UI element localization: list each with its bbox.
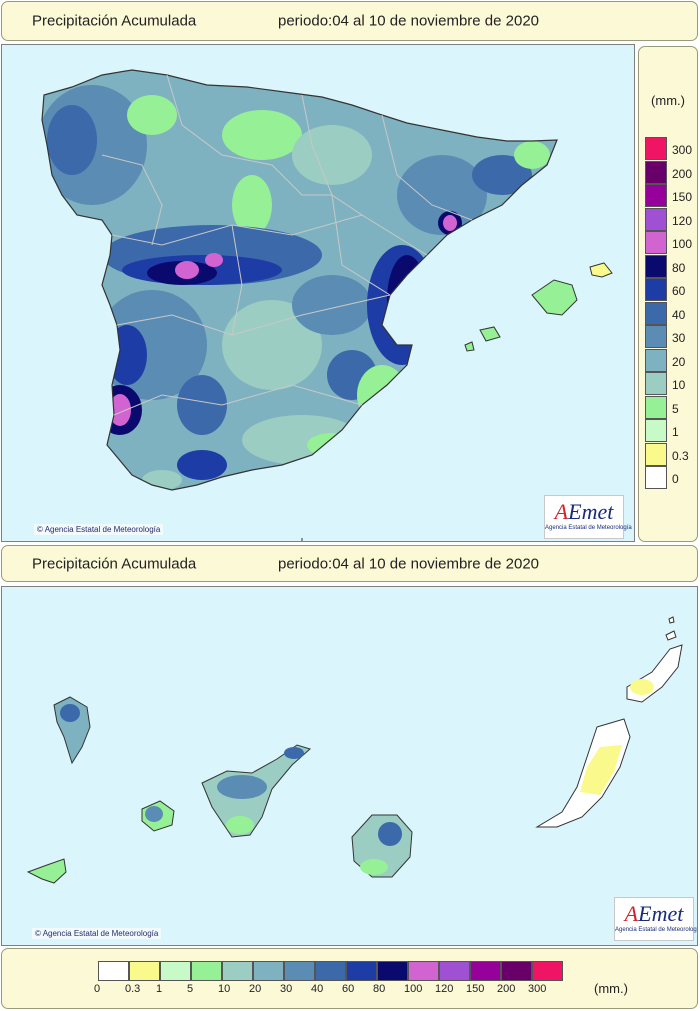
legend-swatch <box>439 961 470 981</box>
legend-swatch <box>160 961 191 981</box>
map-title: Precipitación Acumulada <box>32 12 197 30</box>
aemet-logo: AEmet Agencia Estatal de Meteorología <box>544 495 632 539</box>
legend-label: 300 <box>528 983 547 995</box>
legend-label: 1 <box>156 983 163 995</box>
legend-swatch <box>645 184 667 207</box>
legend-label: 40 <box>311 983 324 995</box>
legend-swatch <box>191 961 222 981</box>
legend-swatch <box>532 961 563 981</box>
legend-label: 100 <box>404 983 423 995</box>
legend-label: 300 <box>672 143 693 157</box>
legend-label: 200 <box>672 166 693 181</box>
legend-label: 120 <box>435 983 454 995</box>
legend-label: 0.3 <box>672 448 689 463</box>
legend-swatch <box>645 372 667 395</box>
copyright-icon: © <box>37 525 43 534</box>
legend-swatch <box>645 231 667 254</box>
side-legend: (mm.) 300 200 150 120 100 80 60 40 30 20 10 5 1 0.3 0 <box>638 46 698 542</box>
legend-swatch <box>645 419 667 442</box>
canary-map: © Agencia Estatal de Meteorología AEmet … <box>1 586 698 946</box>
legend-label: 10 <box>672 378 686 392</box>
legend-label: 1 <box>672 425 679 439</box>
legend-swatch <box>645 466 667 489</box>
canary-period-label: periodo:04 al 10 de noviembre de 2020 <box>278 555 540 572</box>
canary-map-title: Precipitación Acumulada <box>32 555 197 572</box>
legend-label: 100 <box>672 237 693 251</box>
legend-swatch <box>377 961 408 981</box>
legend-swatch <box>645 442 667 466</box>
legend-swatch <box>645 254 667 278</box>
legend-label: 120 <box>672 213 693 228</box>
legend-swatch <box>346 961 377 981</box>
legend-label: 150 <box>672 190 693 204</box>
legend-label: 20 <box>672 354 686 369</box>
region-boundaries <box>101 74 473 416</box>
legend-swatch <box>645 207 667 231</box>
legend-swatch <box>645 278 667 301</box>
legend-label: 5 <box>672 401 679 416</box>
legend-swatch <box>222 961 253 981</box>
legend-swatch <box>470 961 501 981</box>
canary-precip-svg <box>26 616 683 884</box>
legend-label: 80 <box>672 260 686 275</box>
legend-label: 20 <box>249 983 262 995</box>
canary-credit-text: © Agencia Estatal de Meteorología <box>32 928 162 939</box>
legend-label: 0.3 <box>125 983 141 995</box>
unit-label: (mm.) <box>651 93 685 108</box>
bottom-legend: 0 0.3 1 5 10 20 30 40 60 80 100 120 150 200 300 (mm.) <box>1 948 698 1009</box>
legend-label: 80 <box>373 983 386 995</box>
legend-swatch <box>253 961 284 981</box>
legend-swatch <box>284 961 315 981</box>
top-title-bar: Precipitación Acumulada periodo:04 al 10… <box>1 1 698 41</box>
period-label: periodo:04 al 10 de noviembre de 2020 <box>278 12 540 30</box>
bottom-unit-label: (mm.) <box>594 981 628 996</box>
legend-label: 40 <box>672 307 686 322</box>
peninsula-precip-svg <box>41 69 613 541</box>
legend-swatch <box>501 961 532 981</box>
legend-swatch <box>315 961 346 981</box>
canary-title-bar: Precipitación Acumulada periodo:04 al 10… <box>1 545 698 582</box>
copyright-icon: © <box>35 929 41 938</box>
legend-swatch <box>98 961 129 981</box>
legend-label: 60 <box>342 983 355 995</box>
legend-swatch <box>408 961 439 981</box>
legend-swatch <box>645 348 667 372</box>
legend-label: 30 <box>672 331 686 345</box>
legend-label: 200 <box>497 983 516 995</box>
legend-swatch <box>645 395 667 419</box>
legend-swatch <box>645 137 667 160</box>
legend-label: 60 <box>672 284 686 298</box>
legend-label: 10 <box>218 983 231 995</box>
credit-text: © Agencia Estatal de Meteorología <box>34 524 164 535</box>
legend-label: 0 <box>94 983 101 995</box>
legend-label: 5 <box>187 983 194 995</box>
legend-swatch <box>645 325 667 348</box>
legend-swatch <box>645 301 667 325</box>
legend-label: 0 <box>672 472 679 486</box>
legend-label: 30 <box>280 983 293 995</box>
legend-swatch <box>645 160 667 184</box>
peninsula-map: © Agencia Estatal de Meteorología AEmet … <box>1 44 635 542</box>
canary-aemet-logo: AEmet Agencia Estatal de Meteorología <box>614 897 697 941</box>
legend-label: 150 <box>466 983 485 995</box>
legend-swatch <box>129 961 160 981</box>
